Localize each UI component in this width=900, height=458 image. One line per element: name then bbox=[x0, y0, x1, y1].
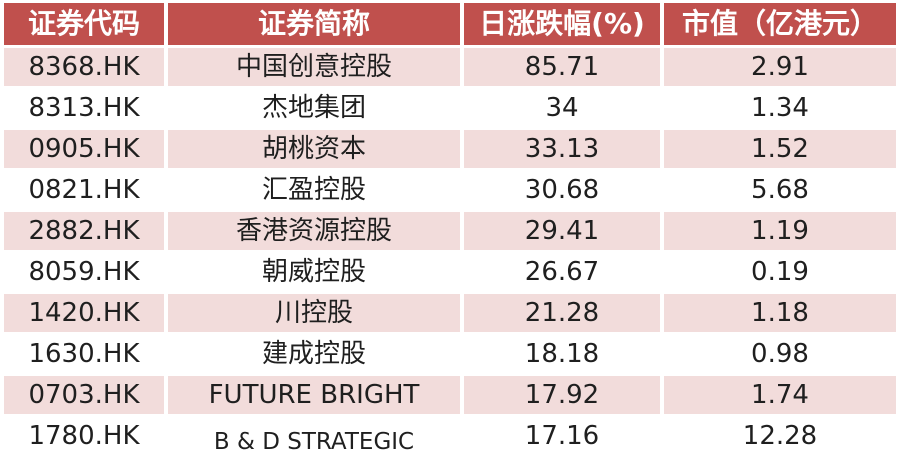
code-cell: 0703.HK bbox=[4, 376, 164, 414]
code-cell: 0905.HK bbox=[4, 130, 164, 168]
code-cell: 1780.HK bbox=[4, 417, 164, 455]
name-cell: 香港资源控股 bbox=[168, 212, 460, 250]
code-cell: 2882.HK bbox=[4, 212, 164, 250]
code-cell: 8368.HK bbox=[4, 48, 164, 86]
name-cell: 朝威控股 bbox=[168, 253, 460, 291]
market-cap-cell: 12.28 bbox=[664, 417, 896, 455]
market-cap-cell: 0.98 bbox=[664, 335, 896, 373]
market-cap-cell: 2.91 bbox=[664, 48, 896, 86]
change-cell: 29.41 bbox=[464, 212, 660, 250]
market-cap-cell: 0.19 bbox=[664, 253, 896, 291]
code-cell: 1630.HK bbox=[4, 335, 164, 373]
change-cell: 21.28 bbox=[464, 294, 660, 332]
market-cap-cell: 1.34 bbox=[664, 89, 896, 127]
change-cell: 85.71 bbox=[464, 48, 660, 86]
market-cap-cell: 1.52 bbox=[664, 130, 896, 168]
name-cell: 建成控股 bbox=[168, 335, 460, 373]
change-cell: 17.92 bbox=[464, 376, 660, 414]
name-cell: 汇盈控股 bbox=[168, 171, 460, 209]
name-cell: 胡桃资本 bbox=[168, 130, 460, 168]
market-cap-cell: 5.68 bbox=[664, 171, 896, 209]
change-cell: 33.13 bbox=[464, 130, 660, 168]
market-cap-cell: 1.18 bbox=[664, 294, 896, 332]
name-cell: 中国创意控股 bbox=[168, 48, 460, 86]
code-cell: 8059.HK bbox=[4, 253, 164, 291]
change-cell: 34 bbox=[464, 89, 660, 127]
name-cell: B & D STRATEGIC bbox=[168, 417, 460, 455]
header-cell-market-cap: 市值（亿港元） bbox=[664, 3, 896, 45]
header-cell-daily-change: 日涨跌幅(%) bbox=[464, 3, 660, 45]
code-cell: 1420.HK bbox=[4, 294, 164, 332]
change-cell: 17.16 bbox=[464, 417, 660, 455]
name-cell: FUTURE BRIGHT bbox=[168, 376, 460, 414]
header-cell-name: 证券简称 bbox=[168, 3, 460, 45]
change-cell: 26.67 bbox=[464, 253, 660, 291]
name-cell: 川控股 bbox=[168, 294, 460, 332]
name-cell: 杰地集团 bbox=[168, 89, 460, 127]
change-cell: 30.68 bbox=[464, 171, 660, 209]
market-cap-cell: 1.74 bbox=[664, 376, 896, 414]
market-cap-cell: 1.19 bbox=[664, 212, 896, 250]
code-cell: 8313.HK bbox=[4, 89, 164, 127]
header-cell-code: 证券代码 bbox=[4, 3, 164, 45]
change-cell: 18.18 bbox=[464, 335, 660, 373]
code-cell: 0821.HK bbox=[4, 171, 164, 209]
